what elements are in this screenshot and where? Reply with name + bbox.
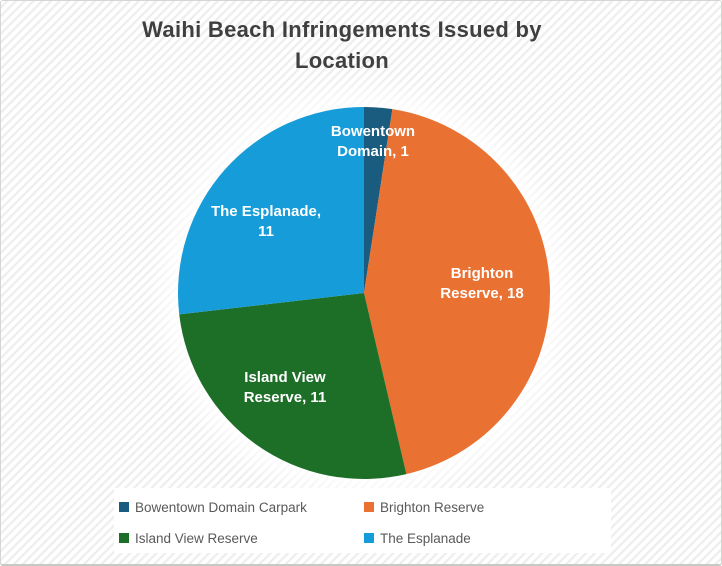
pie-data-label-line: Bowentown: [330, 123, 416, 140]
legend-swatch-icon: [364, 502, 374, 512]
legend-swatch-icon: [119, 533, 129, 543]
legend-item-the-esplanade[interactable]: The Esplanade: [364, 531, 611, 546]
legend-swatch-icon: [364, 533, 374, 543]
chart-title: Waihi Beach Infringements Issued by Loca…: [92, 14, 592, 76]
legend: Bowentown Domain Carpark Brighton Reserv…: [114, 488, 611, 553]
pie-data-label-line: The Esplanade,: [210, 203, 322, 220]
pie-slice-island-view-reserve[interactable]: [179, 293, 407, 480]
pie-data-label-line: Island View: [244, 369, 326, 386]
pie-slice-the-esplanade[interactable]: [178, 107, 364, 315]
pie-data-label-bowentown-domain: Bowentown Domain, 1: [331, 122, 415, 162]
pie-data-label-line: 11: [258, 223, 274, 240]
legend-swatch-icon: [119, 502, 129, 512]
pie-data-label-island-view-reserve: Island View Reserve, 11: [244, 368, 327, 408]
legend-item-label: Island View Reserve: [135, 530, 258, 546]
chart-title-line-2: Location: [294, 48, 390, 73]
pie-slice-brighton-reserve[interactable]: [364, 109, 551, 475]
legend-item-bowentown-domain-carpark[interactable]: Bowentown Domain Carpark: [119, 500, 364, 515]
pie-data-label-brighton-reserve: Brighton Reserve, 18: [440, 264, 523, 304]
legend-item-island-view-reserve[interactable]: Island View Reserve: [119, 531, 364, 546]
legend-item-label: The Esplanade: [380, 530, 471, 546]
pie-data-label-the-esplanade: The Esplanade, 11: [211, 202, 321, 242]
chart-title-line-1: Waihi Beach Infringements Issued by: [142, 17, 542, 42]
pie-data-label-line: Reserve, 11: [243, 389, 327, 406]
pie-data-label-line: Reserve, 18: [440, 285, 524, 302]
pie-data-label-line: Domain, 1: [337, 143, 409, 160]
legend-item-label: Bowentown Domain Carpark: [135, 499, 307, 515]
pie-slice-bowentown-domain-carpark[interactable]: [364, 107, 393, 293]
legend-item-label: Brighton Reserve: [380, 499, 485, 515]
pie-data-label-line: Brighton: [450, 265, 514, 282]
legend-item-brighton-reserve[interactable]: Brighton Reserve: [364, 500, 611, 515]
